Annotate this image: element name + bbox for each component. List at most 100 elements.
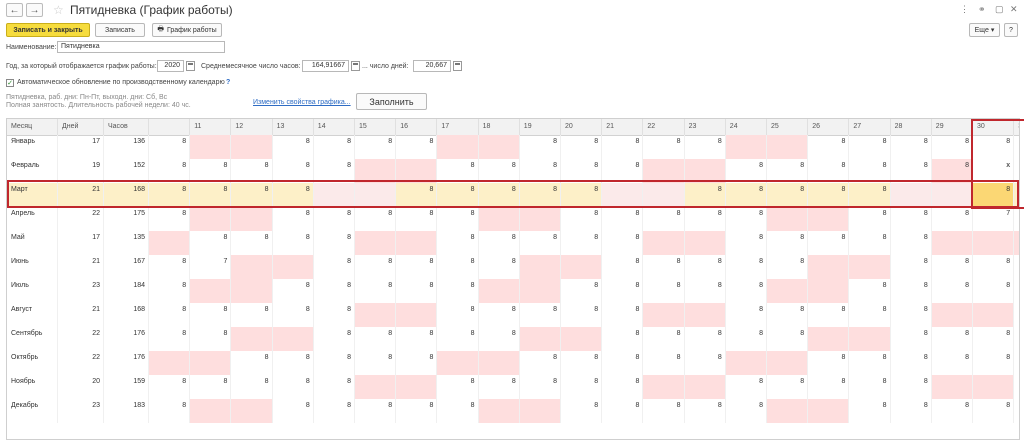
day-cell[interactable]: 8: [561, 207, 603, 231]
cell-hours[interactable]: 183: [104, 399, 149, 423]
day-cell[interactable]: 8: [149, 135, 191, 159]
day-cell[interactable]: 8: [396, 255, 438, 279]
day-cell[interactable]: 8: [231, 351, 273, 375]
cell-days[interactable]: 21: [58, 183, 104, 207]
day-cell[interactable]: 8: [1014, 303, 1019, 327]
cell-days[interactable]: 22: [58, 327, 104, 351]
cell-hours[interactable]: 176: [104, 327, 149, 351]
day-cell[interactable]: 8: [932, 207, 973, 231]
day-cell[interactable]: 8: [396, 399, 438, 423]
day-cell[interactable]: [849, 255, 891, 279]
day-cell[interactable]: [519, 327, 561, 351]
back-button[interactable]: ←: [6, 3, 23, 17]
day-cell[interactable]: [231, 327, 273, 351]
day-cell[interactable]: 8: [1014, 399, 1019, 423]
close-icon[interactable]: ✕: [1010, 4, 1018, 14]
month-row[interactable]: Сентябрь22176888888888888888x: [7, 327, 1019, 351]
day-cell[interactable]: 8: [602, 135, 644, 159]
help-question-icon[interactable]: ?: [226, 79, 231, 86]
day-cell[interactable]: 8: [973, 255, 1015, 279]
day-cell[interactable]: 8: [355, 279, 397, 303]
day-cell[interactable]: 8: [602, 255, 644, 279]
day-cell[interactable]: [684, 231, 726, 255]
day-cell[interactable]: 8: [149, 279, 191, 303]
header-month[interactable]: Месяц: [7, 119, 58, 135]
day-cell[interactable]: 8: [973, 135, 1015, 159]
day-cell[interactable]: 8: [602, 399, 644, 423]
day-cell[interactable]: 8: [643, 351, 685, 375]
day-cell[interactable]: 8: [437, 327, 479, 351]
day-cell[interactable]: 8: [685, 279, 726, 303]
day-cell[interactable]: 8: [231, 159, 273, 183]
day-cell[interactable]: 8: [891, 351, 932, 375]
month-row[interactable]: Ноябрь20159888888888888888x: [7, 375, 1019, 399]
day-cell[interactable]: 8: [479, 159, 520, 183]
day-cell[interactable]: 8: [355, 207, 397, 231]
day-cell[interactable]: 8: [149, 207, 191, 231]
day-cell[interactable]: 8: [932, 135, 973, 159]
day-cell[interactable]: x: [1014, 159, 1019, 183]
day-cell[interactable]: 8: [726, 399, 767, 423]
day-cell[interactable]: 8: [685, 135, 726, 159]
more-button[interactable]: Еще ▾: [969, 23, 1000, 37]
day-cell[interactable]: 8: [149, 327, 191, 351]
header-day[interactable]: 20: [561, 119, 603, 135]
day-cell[interactable]: [725, 135, 767, 159]
cell-hours[interactable]: 184: [104, 279, 149, 303]
day-cell[interactable]: 8: [190, 183, 232, 207]
day-cell[interactable]: x: [1014, 207, 1019, 231]
day-cell[interactable]: [767, 135, 809, 159]
day-cell[interactable]: 8: [355, 255, 397, 279]
header-day[interactable]: 22: [643, 119, 685, 135]
day-cell[interactable]: [272, 327, 314, 351]
header-day[interactable]: 13: [273, 119, 314, 135]
day-cell[interactable]: 8: [602, 375, 644, 399]
day-cell[interactable]: 8: [396, 135, 438, 159]
cell-month[interactable]: Август: [7, 303, 58, 327]
day-cell[interactable]: 8: [396, 279, 438, 303]
day-cell[interactable]: 8: [767, 183, 809, 207]
cell-days[interactable]: 21: [58, 303, 104, 327]
cell-days[interactable]: 21: [58, 255, 104, 279]
day-cell[interactable]: 8: [726, 327, 767, 351]
header-day[interactable]: 24: [726, 119, 767, 135]
day-cell[interactable]: [519, 399, 561, 423]
day-cell[interactable]: 8: [273, 375, 314, 399]
year-input[interactable]: 2020: [157, 60, 184, 72]
favorite-star-icon[interactable]: ☆: [53, 3, 64, 17]
day-cell[interactable]: [396, 303, 438, 327]
day-cell[interactable]: 8: [190, 231, 232, 255]
more-icon[interactable]: ⋮: [960, 4, 969, 14]
day-cell[interactable]: 8: [314, 399, 355, 423]
day-cell[interactable]: [519, 279, 561, 303]
day-cell[interactable]: 8: [685, 399, 726, 423]
day-cell[interactable]: 8: [643, 135, 685, 159]
cell-month[interactable]: Декабрь: [7, 399, 58, 423]
day-cell[interactable]: [767, 207, 809, 231]
day-cell[interactable]: 8: [726, 255, 767, 279]
day-cell[interactable]: 8: [520, 303, 561, 327]
day-cell[interactable]: [190, 279, 232, 303]
day-cell[interactable]: 8: [314, 279, 355, 303]
day-cell[interactable]: 8: [561, 399, 603, 423]
header-day[interactable]: 12: [231, 119, 273, 135]
day-cell[interactable]: 8: [643, 255, 685, 279]
day-cell[interactable]: 8: [725, 183, 767, 207]
day-cell[interactable]: [808, 255, 850, 279]
day-cell[interactable]: 8: [849, 207, 891, 231]
day-cell[interactable]: [437, 135, 479, 159]
day-cell[interactable]: x: [1014, 255, 1019, 279]
day-cell[interactable]: 8: [849, 303, 891, 327]
day-cell[interactable]: 8: [561, 135, 603, 159]
day-cell[interactable]: [478, 207, 520, 231]
day-cell[interactable]: 8: [314, 255, 355, 279]
day-cell[interactable]: [767, 351, 809, 375]
day-cell[interactable]: [767, 399, 809, 423]
day-cell[interactable]: 8: [437, 279, 479, 303]
day-cell[interactable]: 8: [479, 375, 520, 399]
day-cell[interactable]: 8: [932, 255, 973, 279]
header-hours[interactable]: Часов: [104, 119, 149, 135]
day-cell[interactable]: [355, 183, 397, 207]
save-button[interactable]: Записать: [95, 23, 145, 37]
day-cell[interactable]: 8: [561, 231, 603, 255]
